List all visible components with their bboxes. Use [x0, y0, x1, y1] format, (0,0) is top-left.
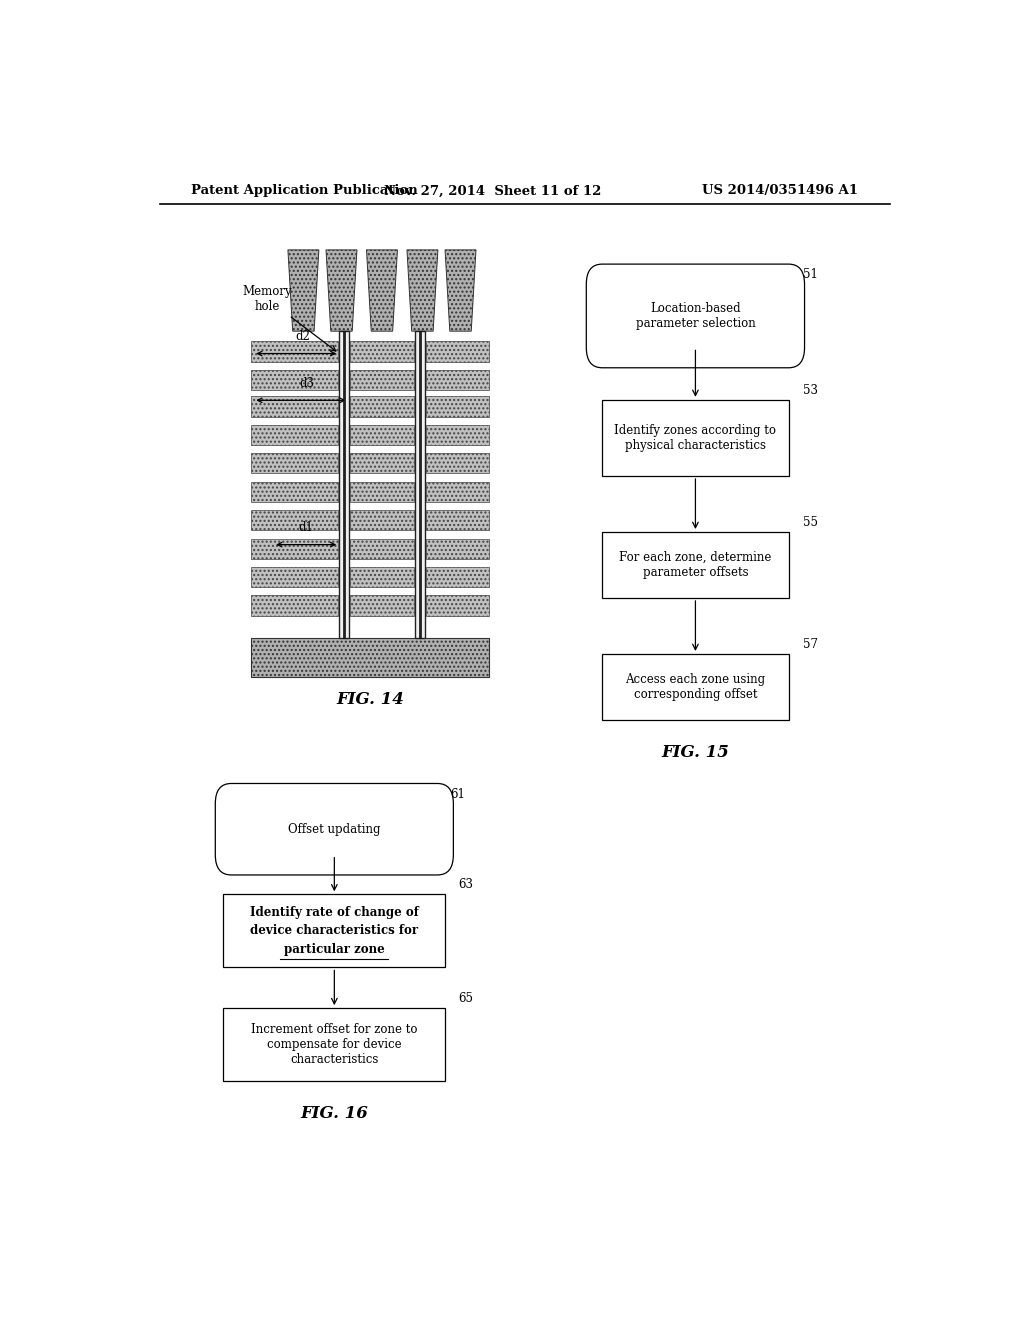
Text: Identify zones according to
physical characteristics: Identify zones according to physical cha…	[614, 424, 776, 451]
Text: US 2014/0351496 A1: US 2014/0351496 A1	[702, 185, 858, 198]
Text: For each zone, determine
parameter offsets: For each zone, determine parameter offse…	[620, 550, 772, 579]
Bar	[350, 568, 414, 587]
Bar	[342, 331, 345, 638]
FancyBboxPatch shape	[602, 653, 788, 719]
FancyBboxPatch shape	[587, 264, 805, 368]
Bar	[251, 342, 338, 362]
FancyBboxPatch shape	[223, 894, 445, 968]
Bar	[350, 595, 414, 615]
Polygon shape	[445, 249, 476, 331]
FancyBboxPatch shape	[602, 532, 788, 598]
Text: Increment offset for zone to
compensate for device
characteristics: Increment offset for zone to compensate …	[251, 1023, 418, 1067]
Bar	[251, 510, 338, 531]
Text: FIG. 16: FIG. 16	[300, 1105, 369, 1122]
Text: Identify rate of change of: Identify rate of change of	[250, 906, 419, 919]
Bar	[339, 331, 348, 638]
Bar	[426, 425, 489, 445]
Bar	[426, 370, 489, 391]
Text: 57: 57	[803, 638, 818, 651]
Bar	[251, 482, 338, 502]
Text: 53: 53	[803, 384, 818, 397]
Bar	[251, 638, 489, 677]
Text: Nov. 27, 2014  Sheet 11 of 12: Nov. 27, 2014 Sheet 11 of 12	[384, 185, 602, 198]
Text: Memory
hole: Memory hole	[242, 285, 336, 351]
Bar	[251, 370, 338, 391]
Bar	[350, 482, 414, 502]
Polygon shape	[407, 249, 438, 331]
Text: Patent Application Publication: Patent Application Publication	[191, 185, 418, 198]
Bar	[426, 482, 489, 502]
Text: FIG. 14: FIG. 14	[336, 690, 404, 708]
Bar	[350, 425, 414, 445]
Text: Location-based
parameter selection: Location-based parameter selection	[636, 302, 756, 330]
Text: d1: d1	[299, 521, 313, 535]
Text: 55: 55	[803, 516, 818, 529]
Text: Offset updating: Offset updating	[288, 822, 381, 836]
Bar	[426, 342, 489, 362]
FancyBboxPatch shape	[215, 784, 454, 875]
Bar	[350, 510, 414, 531]
Text: 63: 63	[458, 878, 473, 891]
Bar	[350, 342, 414, 362]
Bar	[426, 539, 489, 558]
Bar	[426, 510, 489, 531]
Bar	[251, 568, 338, 587]
Bar	[350, 539, 414, 558]
Bar	[419, 331, 422, 638]
Bar	[426, 453, 489, 474]
Bar	[251, 396, 338, 417]
Text: 65: 65	[458, 993, 473, 1005]
Bar	[350, 453, 414, 474]
Bar	[251, 595, 338, 615]
Text: 61: 61	[451, 788, 465, 801]
Text: d3: d3	[300, 378, 314, 391]
Bar	[426, 396, 489, 417]
Text: device characteristics for: device characteristics for	[250, 924, 419, 937]
Text: Access each zone using
corresponding offset: Access each zone using corresponding off…	[626, 673, 766, 701]
Text: FIG. 15: FIG. 15	[662, 744, 729, 762]
FancyBboxPatch shape	[223, 1008, 445, 1081]
Bar	[426, 595, 489, 615]
Text: particular zone: particular zone	[284, 942, 385, 956]
Bar	[251, 425, 338, 445]
Bar	[426, 568, 489, 587]
Text: 51: 51	[803, 268, 818, 281]
Bar	[251, 539, 338, 558]
Bar	[416, 331, 425, 638]
Text: d2: d2	[295, 330, 310, 343]
Bar	[350, 370, 414, 391]
Bar	[350, 396, 414, 417]
Bar	[251, 453, 338, 474]
FancyBboxPatch shape	[602, 400, 788, 477]
Polygon shape	[288, 249, 318, 331]
Polygon shape	[367, 249, 397, 331]
Polygon shape	[326, 249, 357, 331]
